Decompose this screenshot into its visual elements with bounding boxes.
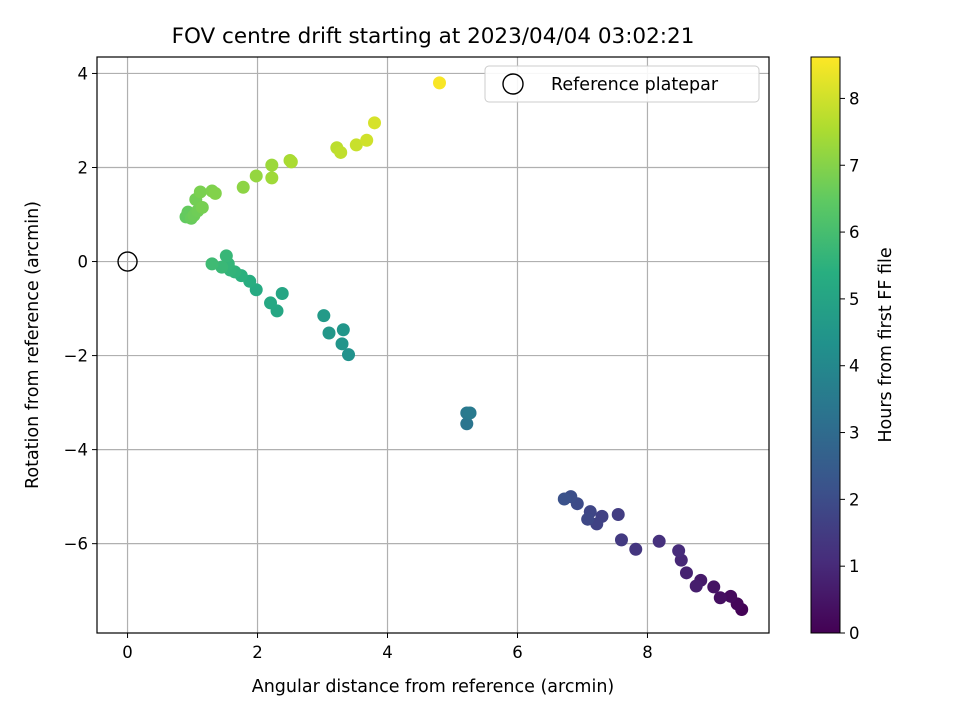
data-point xyxy=(275,287,289,301)
y-tick-label: 2 xyxy=(78,158,89,177)
legend-entry: Reference platepar xyxy=(551,75,719,95)
y-tick-label: −4 xyxy=(64,441,88,460)
y-axis-label: Rotation from reference (arcmin) xyxy=(23,201,43,489)
x-axis-ticks: 0 2 4 6 8 xyxy=(122,633,653,662)
colorbar-tick-label: 7 xyxy=(849,156,860,175)
grid-lines xyxy=(97,57,769,633)
reference-platepar-marker xyxy=(117,251,138,272)
x-axis-label: Angular distance from reference (arcmin) xyxy=(252,677,615,697)
y-tick-label: 0 xyxy=(78,253,89,272)
data-point xyxy=(193,185,207,199)
y-tick-label: 4 xyxy=(78,64,89,83)
colorbar-tick-label: 1 xyxy=(849,557,860,576)
colorbar-tick-label: 0 xyxy=(849,624,860,643)
data-point xyxy=(432,76,446,90)
data-point xyxy=(249,169,263,183)
data-point xyxy=(614,533,628,547)
colorbar-tick-label: 6 xyxy=(849,223,860,242)
data-point xyxy=(629,542,643,556)
legend-box xyxy=(484,65,760,103)
y-axis-ticks: −6 −4 −2 0 2 4 xyxy=(64,64,97,554)
x-tick-label: 2 xyxy=(252,643,263,662)
chart-title: FOV centre drift starting at 2023/04/04 … xyxy=(172,24,695,49)
data-point xyxy=(219,249,233,263)
data-point xyxy=(208,186,222,200)
data-point xyxy=(460,417,474,431)
data-point xyxy=(336,323,350,337)
data-point xyxy=(581,512,595,526)
data-point xyxy=(557,492,571,506)
colorbar-ticks: 0 1 2 3 4 5 6 7 8 xyxy=(840,89,860,643)
data-point xyxy=(713,591,727,605)
data-point xyxy=(679,566,693,580)
data-point xyxy=(342,348,356,362)
legend-marker xyxy=(502,73,524,95)
x-tick-label: 4 xyxy=(382,643,393,662)
data-point xyxy=(652,534,666,548)
x-tick-label: 8 xyxy=(642,643,653,662)
colorbar-tick-label: 8 xyxy=(849,89,860,108)
colorbar-tick-label: 2 xyxy=(849,490,860,509)
data-points xyxy=(179,76,749,616)
data-point xyxy=(335,337,349,351)
legend: Reference platepar xyxy=(484,65,760,103)
data-point xyxy=(707,580,721,594)
data-point xyxy=(236,180,250,194)
y-tick-label: −2 xyxy=(64,347,88,366)
data-point xyxy=(334,145,348,159)
data-point xyxy=(689,579,703,593)
data-point xyxy=(264,296,278,310)
data-point xyxy=(265,158,279,172)
data-point xyxy=(349,138,363,152)
data-point xyxy=(368,116,382,130)
colorbar-tick-label: 4 xyxy=(849,357,860,376)
x-tick-label: 6 xyxy=(512,643,523,662)
data-point xyxy=(360,133,374,147)
y-tick-label: −6 xyxy=(64,535,88,554)
data-point xyxy=(265,171,279,185)
x-tick-label: 0 xyxy=(122,643,133,662)
data-point xyxy=(724,589,738,603)
data-point xyxy=(317,309,331,323)
data-point xyxy=(322,326,336,340)
data-point xyxy=(611,508,625,522)
data-point xyxy=(463,406,477,420)
colorbar-tick-label: 3 xyxy=(849,424,860,443)
data-point xyxy=(672,544,686,558)
colorbar-label: Hours from first FF file xyxy=(876,247,896,442)
plot-frame xyxy=(96,56,770,634)
data-point xyxy=(205,257,219,271)
reference-layer xyxy=(117,251,138,272)
data-point xyxy=(195,200,209,214)
data-point xyxy=(284,155,298,169)
colorbar-tick-label: 5 xyxy=(849,290,860,309)
colorbar xyxy=(810,56,841,634)
